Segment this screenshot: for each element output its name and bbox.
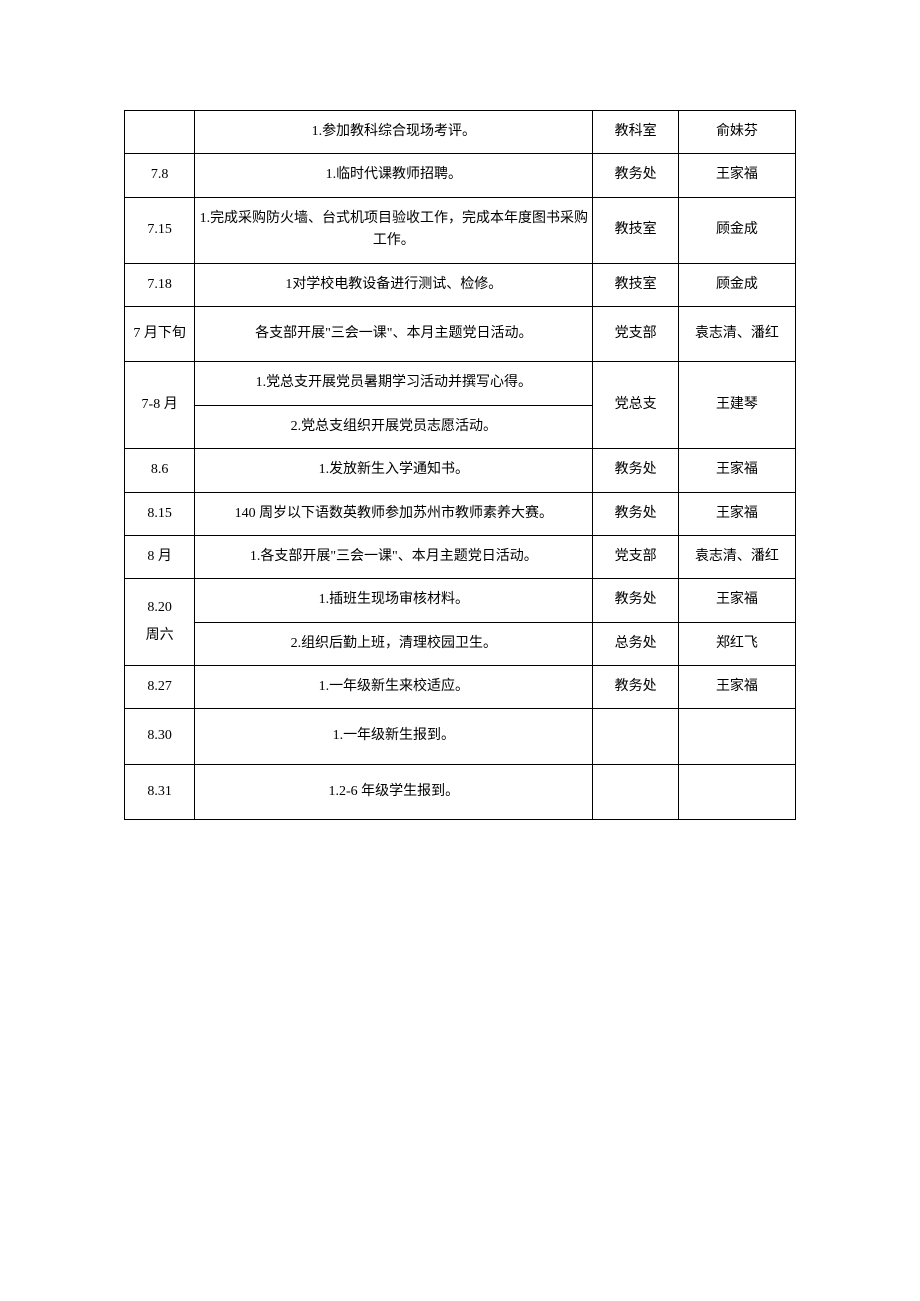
person-cell: 顾金成: [678, 197, 795, 263]
table-row: 7.8 1.临时代课教师招聘。 教务处 王家福: [125, 154, 796, 197]
person-cell: 王家福: [678, 666, 795, 709]
date-cell: [125, 111, 195, 154]
dept-cell: 教务处: [593, 666, 678, 709]
dept-cell: 教务处: [593, 154, 678, 197]
table-row: 7.15 1.完成采购防火墙、台式机项目验收工作，完成本年度图书采购工作。 教技…: [125, 197, 796, 263]
dept-cell: 教科室: [593, 111, 678, 154]
person-cell: 王建琴: [678, 362, 795, 449]
date-cell: 8 月: [125, 535, 195, 578]
table-row: 8.15 140 周岁以下语数英教师参加苏州市教师素养大赛。 教务处 王家福: [125, 492, 796, 535]
task-cell: 140 周岁以下语数英教师参加苏州市教师素养大赛。: [195, 492, 593, 535]
task-cell: 1.党总支开展党员暑期学习活动并撰写心得。: [195, 362, 593, 405]
dept-cell: 党支部: [593, 306, 678, 361]
table-row: 7 月下旬 各支部开展"三会一课"、本月主题党日活动。 党支部 袁志清、潘红: [125, 306, 796, 361]
dept-cell: [593, 709, 678, 764]
table-row: 2.组织后勤上班，清理校园卫生。 总务处 郑红飞: [125, 622, 796, 665]
task-cell: 1.发放新生入学通知书。: [195, 449, 593, 492]
task-cell: 1.参加教科综合现场考评。: [195, 111, 593, 154]
dept-cell: 总务处: [593, 622, 678, 665]
dept-cell: 教务处: [593, 492, 678, 535]
task-cell: 2.组织后勤上班，清理校园卫生。: [195, 622, 593, 665]
person-cell: 袁志清、潘红: [678, 535, 795, 578]
date-line2: 周六: [146, 625, 174, 647]
date-cell: 8.6: [125, 449, 195, 492]
date-cell: 7.15: [125, 197, 195, 263]
table-row: 8.31 1.2-6 年级学生报到。: [125, 764, 796, 819]
dept-cell: 党支部: [593, 535, 678, 578]
date-cell: 8.30: [125, 709, 195, 764]
task-cell: 1.各支部开展"三会一课"、本月主题党日活动。: [195, 535, 593, 578]
date-cell: 7 月下旬: [125, 306, 195, 361]
dept-cell: 教技室: [593, 197, 678, 263]
task-cell: 1.插班生现场审核材料。: [195, 579, 593, 622]
task-cell: 1对学校电教设备进行测试、检修。: [195, 263, 593, 306]
date-cell: 8.20 周六: [125, 579, 195, 666]
person-cell: 王家福: [678, 579, 795, 622]
task-cell: 1.临时代课教师招聘。: [195, 154, 593, 197]
date-cell: 7-8 月: [125, 362, 195, 449]
table-row: 8.30 1.一年级新生报到。: [125, 709, 796, 764]
person-cell: 王家福: [678, 492, 795, 535]
dept-cell: 教务处: [593, 449, 678, 492]
table-row: 8 月 1.各支部开展"三会一课"、本月主题党日活动。 党支部 袁志清、潘红: [125, 535, 796, 578]
table-row: 1.参加教科综合现场考评。 教科室 俞妹芬: [125, 111, 796, 154]
person-cell: 王家福: [678, 449, 795, 492]
person-cell: [678, 709, 795, 764]
task-cell: 1.一年级新生来校适应。: [195, 666, 593, 709]
person-cell: 顾金成: [678, 263, 795, 306]
date-cell: 8.27: [125, 666, 195, 709]
table-row: 8.6 1.发放新生入学通知书。 教务处 王家福: [125, 449, 796, 492]
task-cell: 各支部开展"三会一课"、本月主题党日活动。: [195, 306, 593, 361]
table-row: 8.20 周六 1.插班生现场审核材料。 教务处 王家福: [125, 579, 796, 622]
dept-cell: 教技室: [593, 263, 678, 306]
person-cell: 袁志清、潘红: [678, 306, 795, 361]
dept-cell: 教务处: [593, 579, 678, 622]
task-cell: 1.完成采购防火墙、台式机项目验收工作，完成本年度图书采购工作。: [195, 197, 593, 263]
person-cell: [678, 764, 795, 819]
table-row: 8.27 1.一年级新生来校适应。 教务处 王家福: [125, 666, 796, 709]
person-cell: 郑红飞: [678, 622, 795, 665]
dept-cell: 党总支: [593, 362, 678, 449]
table-row: 7.18 1对学校电教设备进行测试、检修。 教技室 顾金成: [125, 263, 796, 306]
task-cell: 1.一年级新生报到。: [195, 709, 593, 764]
date-line1: 8.20: [147, 597, 172, 619]
table-row: 7-8 月 1.党总支开展党员暑期学习活动并撰写心得。 党总支 王建琴: [125, 362, 796, 405]
person-cell: 王家福: [678, 154, 795, 197]
schedule-table: 1.参加教科综合现场考评。 教科室 俞妹芬 7.8 1.临时代课教师招聘。 教务…: [124, 110, 796, 820]
dept-cell: [593, 764, 678, 819]
date-cell: 8.31: [125, 764, 195, 819]
date-cell: 8.15: [125, 492, 195, 535]
date-cell: 7.8: [125, 154, 195, 197]
date-cell: 7.18: [125, 263, 195, 306]
person-cell: 俞妹芬: [678, 111, 795, 154]
task-cell: 1.2-6 年级学生报到。: [195, 764, 593, 819]
task-cell: 2.党总支组织开展党员志愿活动。: [195, 405, 593, 448]
